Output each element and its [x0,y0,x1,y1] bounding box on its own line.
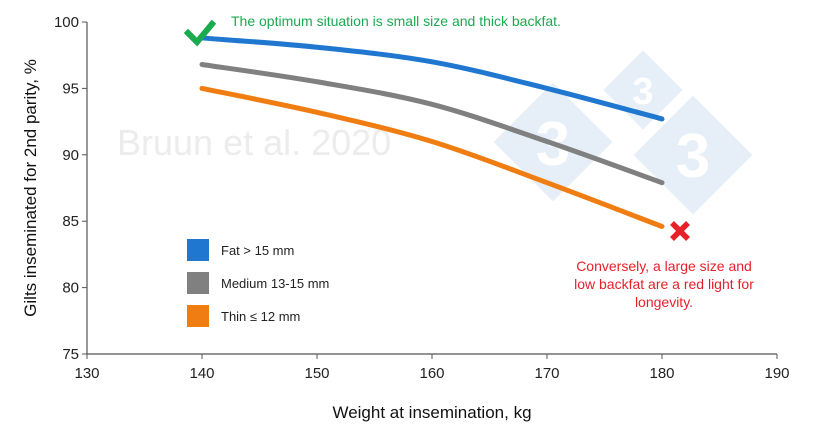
x-tick-label: 150 [304,365,329,382]
x-tick-label: 140 [189,365,214,382]
cross-icon [670,221,690,241]
legend-label: Fat > 15 mm [221,243,294,258]
watermark-text: Bruun et al. 2020 [117,122,391,163]
legend-label: Thin ≤ 12 mm [221,309,300,324]
series-line-2 [199,85,665,230]
legend: Fat > 15 mm Medium 13-15 mm Thin ≤ 12 mm [187,239,329,327]
y-tick-label: 95 [62,80,79,97]
x-axis-label: Weight at insemination, kg [332,403,531,422]
y-axis-label: Gilts inseminated for 2nd parity, % [21,59,40,317]
series-lines [199,35,665,230]
x-tick-label: 160 [419,365,444,382]
x-tick-label: 190 [764,365,789,382]
x-tick-label: 170 [534,365,559,382]
annotation-bad-line: low backfat are a red light for [574,276,754,292]
y-tick-label: 80 [62,280,79,297]
annotation-bad: Conversely, a large size and low backfat… [574,258,754,310]
check-icon [183,19,217,47]
333-logo-watermark: 3 3 3 [493,50,753,215]
annotation-good: The optimum situation is small size and … [231,13,561,29]
x-tick-label: 180 [649,365,674,382]
annotation-bad-line: longevity. [635,294,693,310]
legend-label: Medium 13-15 mm [221,276,329,291]
y-tick-label: 100 [54,14,79,31]
axes: 75 80 85 90 95 100 130 140 150 160 170 180 190 [54,14,790,382]
annotation-bad-line: Conversely, a large size and [576,258,752,274]
y-tick-label: 85 [62,213,79,230]
y-tick-label: 75 [62,346,79,363]
svg-text:3: 3 [676,122,710,191]
legend-swatch [187,305,209,327]
series-line-1 [199,61,665,186]
legend-swatch [187,272,209,294]
svg-text:3: 3 [632,71,653,113]
y-tick-label: 90 [62,147,79,164]
series-line-0 [199,35,665,122]
legend-swatch [187,239,209,261]
x-tick-label: 130 [74,365,99,382]
